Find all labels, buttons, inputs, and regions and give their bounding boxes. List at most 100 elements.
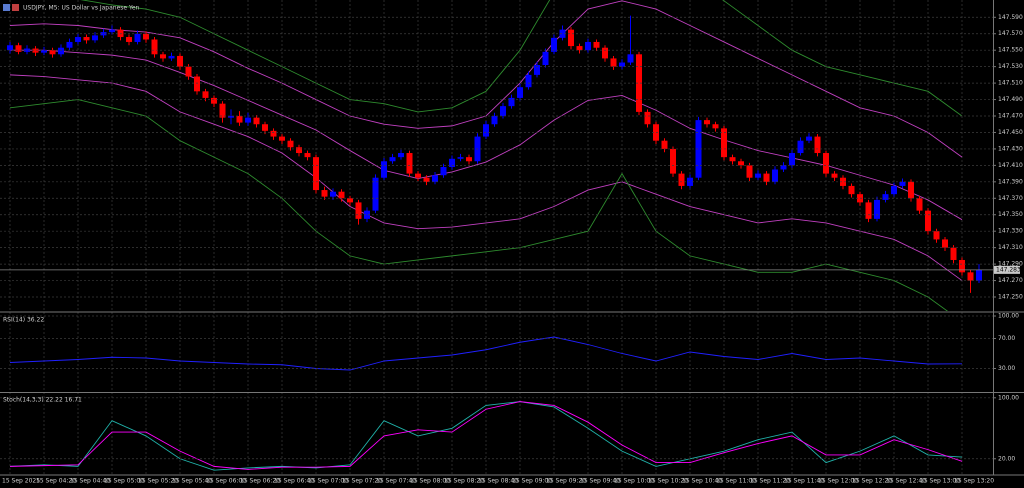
x-tick-label: 15 Sep 12:40	[886, 478, 926, 485]
candle-body	[449, 158, 455, 168]
candle-body	[347, 198, 353, 203]
candle-body	[831, 173, 838, 178]
y-tick-label: 147.350	[998, 211, 1023, 218]
x-tick-label: 15 Sep 07:40	[376, 478, 416, 485]
candle-body	[41, 50, 47, 53]
candle-body	[738, 161, 744, 166]
candle-body	[797, 140, 804, 154]
candle-body	[678, 173, 685, 186]
candle-body	[440, 167, 447, 176]
candle-body	[211, 97, 217, 104]
x-tick-label: 15 Sep 09:20	[546, 478, 586, 485]
x-tick-label: 15 Sep 08:40	[478, 478, 518, 485]
candle-body	[398, 153, 404, 158]
candle-body	[151, 39, 158, 55]
x-tick-label: 15 Sep 2025	[2, 478, 40, 485]
y-tick-label: 147.470	[998, 113, 1023, 120]
candle-body	[568, 29, 574, 47]
y-tick-label: 147.330	[998, 228, 1023, 235]
candle-body	[602, 47, 608, 59]
candle-body	[313, 157, 319, 191]
y-tick-label: 70.00	[998, 335, 1015, 342]
candle-body	[134, 33, 141, 42]
candle-body	[168, 55, 175, 59]
x-tick-label: 15 Sep 06:20	[240, 478, 280, 485]
candle-body	[270, 130, 277, 137]
candle-body	[916, 198, 923, 211]
y-tick-label: 147.570	[998, 30, 1023, 37]
candle-body	[814, 136, 821, 154]
y-tick-label: 147.550	[998, 47, 1023, 54]
candle-body	[551, 37, 557, 52]
candle-body	[508, 97, 515, 107]
y-tick-label: 147.310	[998, 244, 1023, 251]
x-tick-label: 15 Sep 12:20	[852, 478, 892, 485]
candle-body	[806, 136, 812, 141]
x-tick-label: 15 Sep 11:40	[784, 478, 824, 485]
indicator-line	[80, 0, 963, 117]
candle-body	[304, 153, 311, 158]
candle-body	[517, 87, 523, 98]
x-tick-label: 15 Sep 05:00	[104, 478, 144, 485]
candle-body	[874, 199, 880, 219]
y-tick-label: 147.410	[998, 162, 1023, 169]
candle-body	[58, 47, 64, 55]
candle-body	[100, 32, 107, 36]
y-tick-label: 147.370	[998, 195, 1023, 202]
candle-body	[296, 147, 302, 154]
candle-body	[49, 50, 56, 55]
candle-body	[865, 202, 872, 219]
indicator-title: RSI(14) 36.22	[3, 317, 44, 324]
candle-body	[780, 165, 787, 170]
candle-body	[891, 185, 897, 195]
symbol-icon[interactable]	[3, 4, 10, 11]
candle-body	[882, 194, 889, 200]
candle-body	[253, 117, 260, 125]
candle-body	[772, 169, 778, 182]
candle-body	[610, 58, 617, 67]
candle-body	[219, 103, 226, 118]
candle-body	[83, 37, 90, 41]
y-tick-label: 20.00	[998, 455, 1015, 462]
candle-body	[950, 247, 957, 260]
panel	[9, 401, 963, 471]
candle-body	[321, 190, 328, 197]
candle-body	[15, 45, 22, 52]
x-tick-label: 15 Sep 05:20	[138, 478, 178, 485]
chart-title: USDJPY, M5: US Dollar vs Japanese Yen	[23, 5, 140, 12]
candle-body	[372, 177, 379, 211]
x-tick-label: 15 Sep 06:40	[274, 478, 314, 485]
x-tick-label: 15 Sep 10:40	[682, 478, 722, 485]
y-tick-label: 147.510	[998, 80, 1023, 87]
x-tick-label: 15 Sep 07:20	[342, 478, 382, 485]
candle-body	[109, 29, 115, 33]
candle-body	[24, 48, 30, 52]
candle-body	[491, 116, 498, 125]
x-tick-label: 15 Sep 10:20	[648, 478, 688, 485]
candle-body	[432, 175, 438, 182]
candle-body	[755, 173, 761, 178]
x-tick-label: 15 Sep 13:20	[954, 478, 994, 485]
last-price-box	[994, 265, 1020, 274]
x-tick-label: 15 Sep 11:20	[750, 478, 790, 485]
candle-body	[236, 116, 243, 123]
candle-body	[7, 45, 13, 51]
candle-body	[92, 35, 98, 41]
candle-body	[143, 33, 149, 40]
candle-body	[500, 106, 506, 117]
x-tick-label: 15 Sep 13:00	[920, 478, 960, 485]
y-tick-label: 147.390	[998, 178, 1023, 185]
indicator-line	[9, 401, 963, 470]
candle-body	[185, 66, 192, 77]
x-tick-label: 15 Sep 04:20	[36, 478, 76, 485]
candle-body	[287, 140, 294, 148]
candle-body	[976, 269, 982, 281]
candle-body	[177, 55, 183, 67]
x-tick-label: 15 Sep 12:00	[818, 478, 858, 485]
symbol-icon[interactable]	[12, 4, 19, 11]
candle-body	[423, 177, 430, 182]
candle-body	[670, 148, 676, 174]
candle-body	[338, 191, 345, 199]
